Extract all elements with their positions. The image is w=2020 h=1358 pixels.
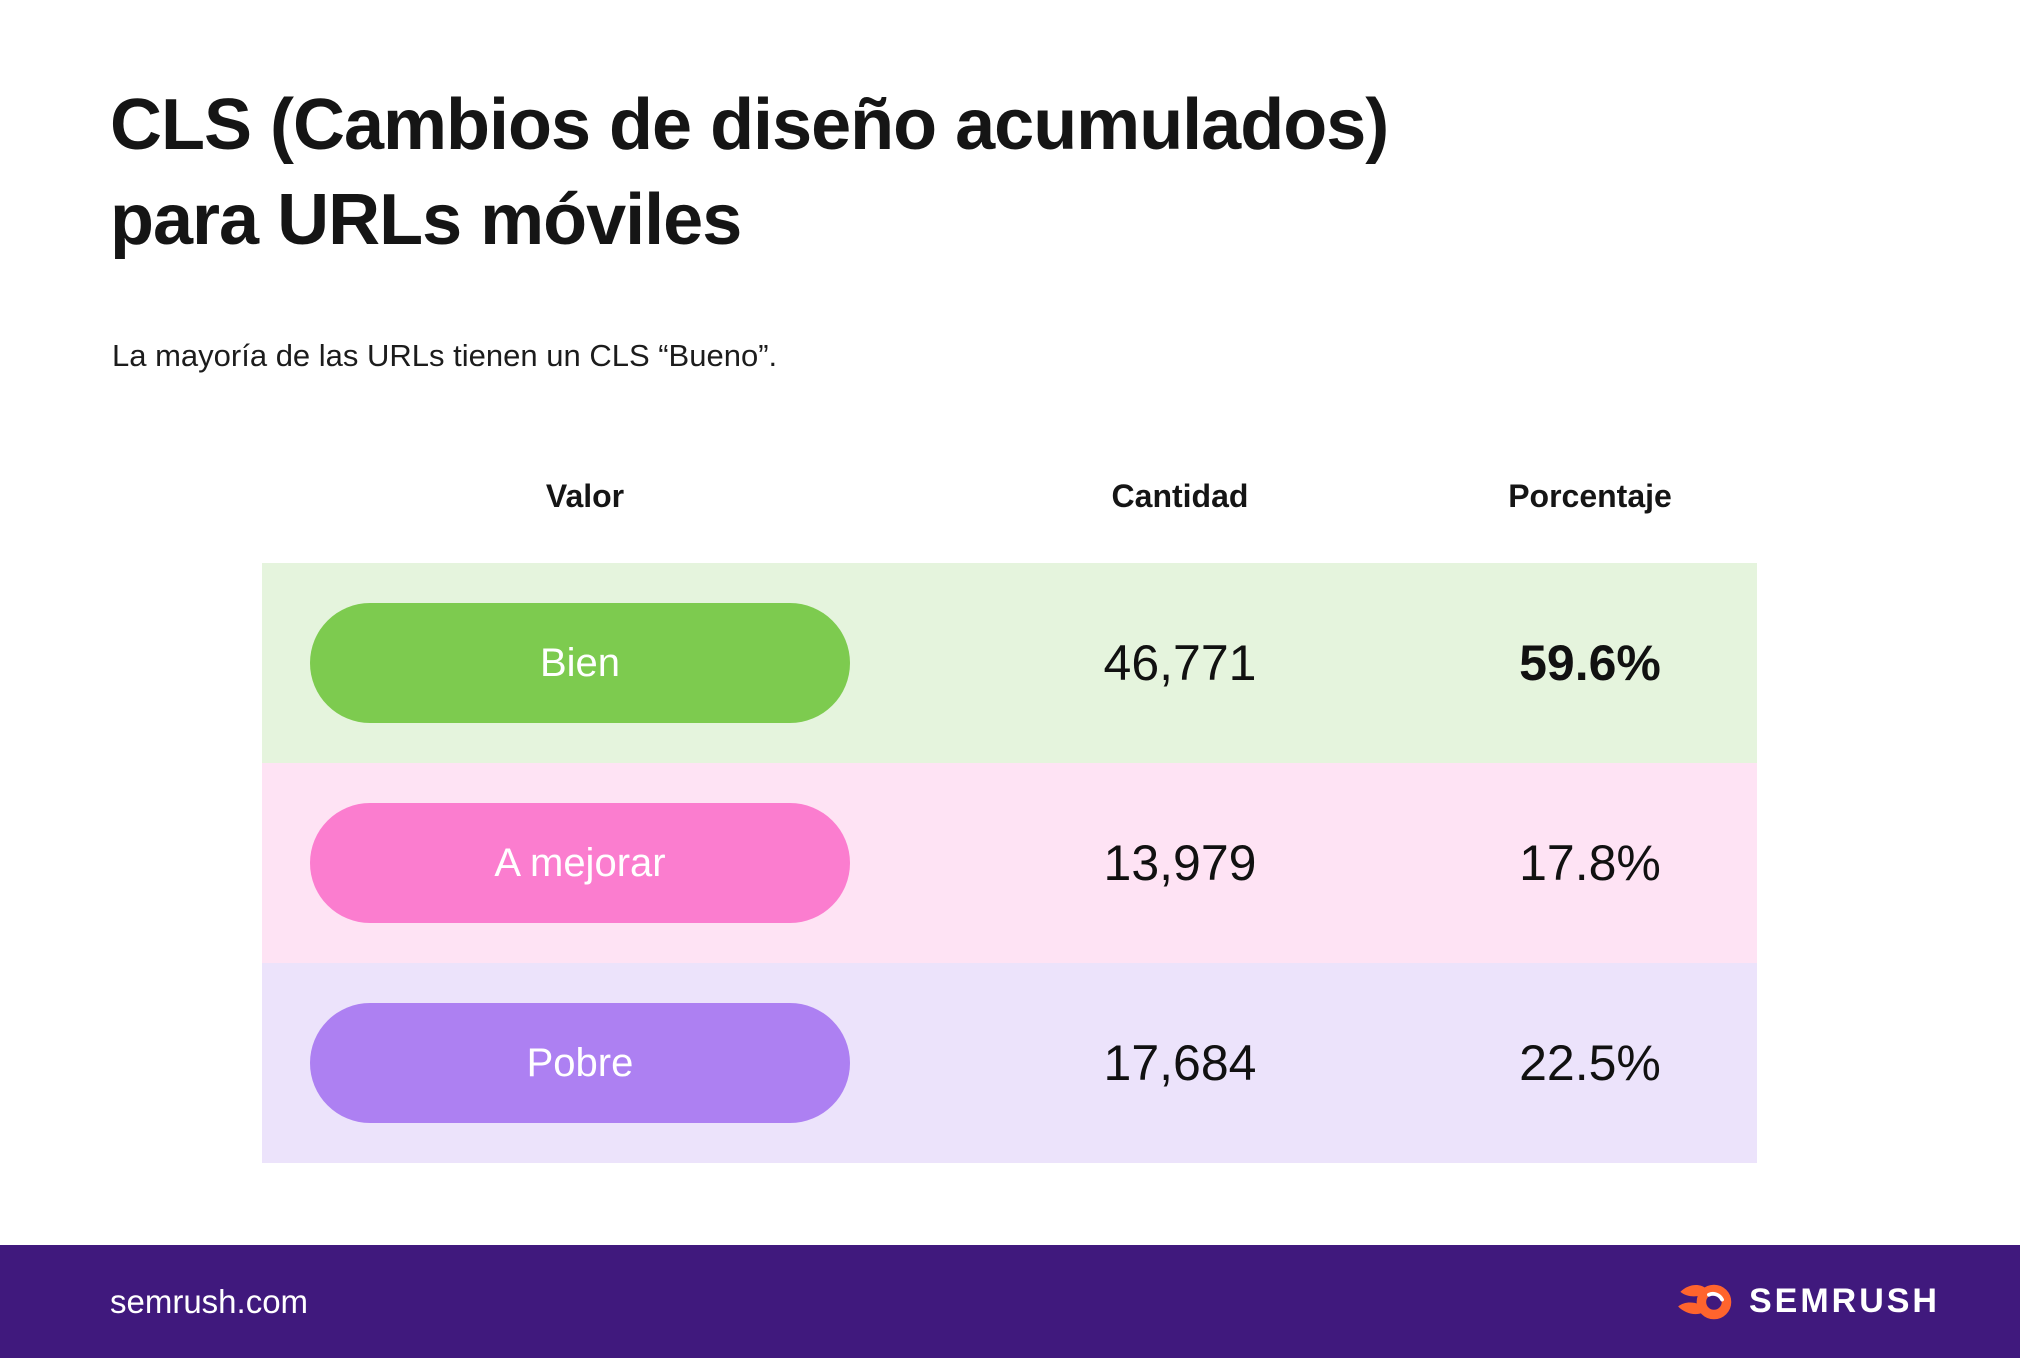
column-header-porcentaje: Porcentaje bbox=[1508, 478, 1672, 514]
page-title-line1: CLS (Cambios de diseño acumulados) bbox=[110, 85, 1389, 165]
pill-label: Bien bbox=[539, 640, 621, 685]
cantidad-value-a-mejorar: 13,979 bbox=[1103, 835, 1257, 891]
value-pill-pobre: Pobre bbox=[310, 1003, 850, 1123]
column-header-valor: Valor bbox=[545, 478, 625, 514]
column-header-cantidad: Cantidad bbox=[1111, 478, 1249, 514]
semrush-flame-icon bbox=[1678, 1284, 1732, 1319]
pill-label: Pobre bbox=[526, 1040, 634, 1085]
footer: semrush.com SEMRUSH bbox=[0, 1245, 2020, 1358]
porcentaje-value-a-mejorar: 17.8% bbox=[1519, 835, 1661, 891]
porcentaje-value-bien: 59.6% bbox=[1519, 635, 1661, 691]
pill-label: A mejorar bbox=[494, 840, 666, 885]
page-title: CLS (Cambios de diseño acumulados) para U… bbox=[110, 78, 1389, 268]
table-row-pobre: Pobre 17,684 22.5% bbox=[262, 963, 1757, 1163]
value-pill-bien: Bien bbox=[310, 603, 850, 723]
cantidad-value-bien: 46,771 bbox=[1103, 635, 1257, 691]
table-row-a-mejorar: A mejorar 13,979 17.8% bbox=[262, 763, 1757, 963]
value-pill-a-mejorar: A mejorar bbox=[310, 803, 850, 923]
data-table: Bien 46,771 59.6% A mejorar 13,979 17.8%… bbox=[262, 563, 1757, 1163]
semrush-wordmark: SEMRUSH bbox=[1748, 1282, 1940, 1320]
footer-site-url: semrush.com bbox=[110, 1282, 309, 1320]
semrush-logo: SEMRUSH bbox=[1677, 1282, 1940, 1321]
subtitle: La mayoría de las URLs tienen un CLS “Bu… bbox=[112, 338, 778, 373]
porcentaje-value-pobre: 22.5% bbox=[1519, 1035, 1661, 1091]
table-row-bien: Bien 46,771 59.6% bbox=[262, 563, 1757, 763]
cantidad-value-pobre: 17,684 bbox=[1103, 1035, 1257, 1091]
page-title-line2: para URLs móviles bbox=[110, 180, 742, 261]
